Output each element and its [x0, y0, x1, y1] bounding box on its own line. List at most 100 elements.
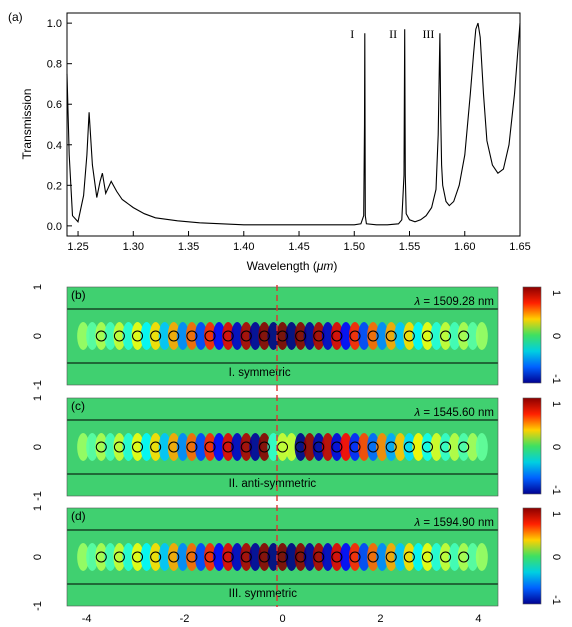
field-lobe	[213, 543, 226, 571]
field-lobe	[312, 322, 325, 350]
field-lobe	[158, 433, 171, 461]
colorbar-tick-label: -1	[550, 485, 562, 495]
field-lobe	[294, 543, 307, 571]
y-axis-ticks-a: 0.0 0.2 0.4 0.6 0.8 1.0	[47, 18, 72, 233]
colorbar	[522, 397, 542, 495]
field-lobe	[276, 433, 289, 461]
field-lobe	[403, 322, 416, 350]
field-lobe	[303, 543, 316, 571]
colorbar	[522, 286, 542, 384]
field-lobe	[475, 433, 488, 461]
field-lobe	[131, 322, 144, 350]
field-lobe	[276, 322, 289, 350]
field-lobe	[348, 543, 361, 571]
field-lobe	[149, 433, 162, 461]
air-hole	[295, 551, 307, 563]
field-lobe	[258, 322, 271, 350]
field-lobe	[249, 322, 262, 350]
air-hole	[240, 330, 252, 342]
field-lobe	[86, 433, 99, 461]
air-hole	[132, 551, 144, 563]
field-lobe	[339, 543, 352, 571]
field-lobe	[376, 433, 389, 461]
y-tick-label: 0.2	[47, 180, 62, 192]
field-y-tick-label: 0	[32, 444, 44, 450]
air-hole	[240, 441, 252, 453]
y-axis-label-a: Transmission	[20, 89, 34, 160]
x-tick-label: 1.65	[509, 241, 530, 253]
air-hole	[331, 441, 343, 453]
field-panel: (c) λ = 1545.60 nm II. anti-symmetric 1 0 -1 1…	[32, 395, 562, 501]
field-lobe	[412, 322, 425, 350]
field-pattern	[77, 322, 488, 350]
field-lobe	[185, 322, 198, 350]
field-lobe	[403, 433, 416, 461]
air-hole	[168, 441, 180, 453]
x-tick-label: 1.45	[288, 241, 309, 253]
air-hole	[113, 441, 125, 453]
air-hole	[421, 551, 433, 563]
field-lobe	[421, 543, 434, 571]
field-lobe	[376, 543, 389, 571]
field-lobe	[86, 543, 99, 571]
air-hole	[95, 330, 107, 342]
air-hole	[132, 330, 144, 342]
field-frame	[66, 397, 499, 497]
field-lobe	[330, 322, 343, 350]
panel-label: (c)	[71, 399, 85, 413]
y-tick-label: 0.8	[47, 59, 62, 71]
field-lobe	[421, 322, 434, 350]
field-lobe	[367, 543, 380, 571]
field-lobe	[231, 433, 244, 461]
field-lobe	[104, 322, 117, 350]
field-frame	[66, 286, 499, 386]
air-hole	[385, 330, 397, 342]
field-lobe	[330, 543, 343, 571]
air-hole	[258, 441, 270, 453]
field-lobe	[412, 543, 425, 571]
field-lobe	[430, 433, 443, 461]
field-lobe	[276, 543, 289, 571]
field-lobe	[167, 543, 180, 571]
field-lobe	[104, 543, 117, 571]
air-hole	[258, 551, 270, 563]
field-lobe	[158, 543, 171, 571]
field-lobe	[204, 433, 217, 461]
field-lobe	[158, 322, 171, 350]
field-lobe	[421, 433, 434, 461]
field-lobe	[448, 543, 461, 571]
colorbar	[522, 507, 542, 605]
air-hole	[222, 441, 234, 453]
air-hole	[150, 330, 162, 342]
air-hole	[331, 330, 343, 342]
field-lobe	[222, 543, 235, 571]
x-tick-label: 1.40	[233, 241, 254, 253]
air-hole	[440, 441, 452, 453]
colorbar-tick-label: 1	[550, 401, 562, 407]
field-lobe	[457, 543, 470, 571]
field-y-tick-label: 0	[32, 554, 44, 560]
field-lobe	[140, 543, 153, 571]
air-hole	[421, 441, 433, 453]
field-lobe	[376, 322, 389, 350]
field-lobe	[285, 433, 298, 461]
air-hole	[458, 441, 470, 453]
field-lobe	[204, 543, 217, 571]
peak-label: II	[389, 27, 397, 41]
air-hole	[240, 551, 252, 563]
field-lobe	[176, 543, 189, 571]
field-lobe	[385, 322, 398, 350]
wavelength-label: λ = 1545.60 nm	[413, 407, 494, 419]
field-lobe	[303, 322, 316, 350]
field-y-tick-label: 0	[32, 333, 44, 339]
field-lobe	[149, 543, 162, 571]
air-hole	[403, 551, 415, 563]
air-hole	[168, 551, 180, 563]
air-hole	[204, 330, 216, 342]
air-hole	[222, 330, 234, 342]
wavelength-label: λ = 1509.28 nm	[413, 296, 494, 308]
air-hole	[95, 441, 107, 453]
colorbar-tick-label: 1	[550, 290, 562, 296]
air-hole	[331, 551, 343, 563]
field-lobe	[176, 322, 189, 350]
